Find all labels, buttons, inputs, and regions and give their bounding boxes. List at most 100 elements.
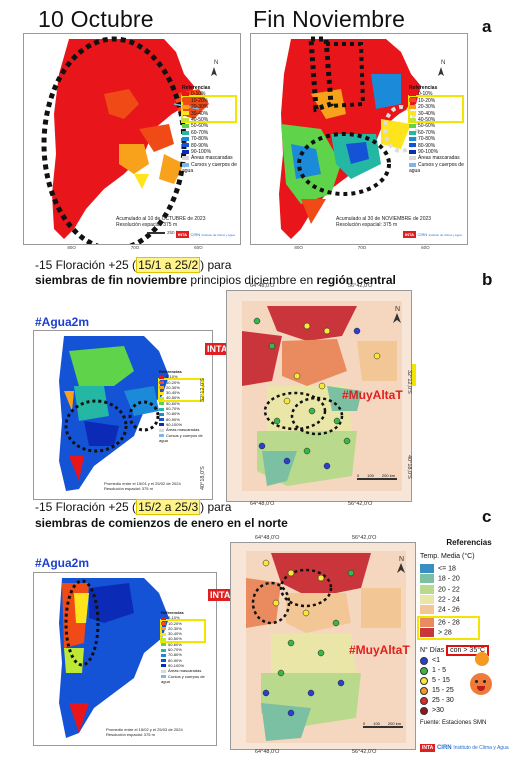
legend-item: 90-100% (409, 149, 465, 155)
axis-tick: 70O (130, 245, 140, 250)
temp-swatch (420, 617, 434, 627)
temp-legend-item: <= 18 (420, 564, 518, 574)
legend-label: 30-40% (166, 390, 180, 396)
legend-item: Cursos y cuerpos de agua (409, 162, 465, 175)
legend-swatch (161, 669, 166, 673)
legend-swatch (409, 143, 416, 148)
legend-swatch (182, 104, 189, 109)
legend-item: 30-40% (161, 631, 211, 636)
scale-label: 250 km (167, 230, 182, 235)
caption-line: Resolución espacial: 375 m (104, 486, 153, 491)
text-segment: -15 Floración +25 ( (35, 500, 137, 514)
legend-swatch (161, 637, 166, 641)
legend-swatch (182, 156, 189, 161)
legend-highlight-box-a-right (408, 95, 464, 123)
legend-item: 90-100% (159, 422, 209, 427)
legend-swatch (159, 418, 164, 422)
legend-label: 60-70% (166, 406, 180, 412)
dias-header: N° Días con > 35°C (420, 645, 518, 657)
coord-top-right-c: 56°42,0'O (352, 535, 377, 541)
legend-item: 50-60% (182, 123, 238, 129)
legend-item: 40-50% (161, 636, 211, 641)
legend-label: Cursos y cuerpos de agua (161, 673, 205, 684)
legend-swatch (182, 162, 189, 167)
legend-label: 20-30% (418, 104, 436, 111)
legend-a-left: Referencias 0-10% 10-20% 20-30% 30-40% 4… (182, 85, 238, 175)
legend-label: 50-60% (191, 123, 209, 130)
map-water-october: N Referencias 0-10% 10-20% 20-30% 30-40%… (23, 33, 241, 245)
legend-label: 0-10% (166, 374, 178, 380)
temp-label: <= 18 (438, 565, 456, 573)
legend-item: 80-90% (161, 658, 211, 663)
legend-item: 60-70% (159, 406, 209, 411)
legend-item: 80-90% (409, 143, 465, 149)
text-bold: región central (316, 273, 396, 287)
panel-letter-a: a (482, 17, 492, 36)
legend-item: 50-60% (159, 401, 209, 406)
axis-tick: 80O (67, 245, 76, 250)
temp-label: 20 - 22 (438, 586, 460, 594)
map-water-november-graphic: N (251, 34, 467, 244)
legend-swatch (159, 407, 164, 411)
legend-label: 30-40% (418, 110, 436, 117)
temp-swatch (420, 574, 434, 584)
hot-face-icon (470, 673, 492, 695)
legend-swatch (159, 412, 164, 416)
dias-label: 15 - 25 (432, 687, 454, 695)
coord-bottom-right-c: 56°42,0'O (352, 749, 377, 755)
legend-item: 20-30% (161, 626, 211, 631)
dias-dot (420, 676, 428, 685)
legend-label: 90-100% (191, 149, 212, 156)
legend-label: 10-20% (168, 620, 182, 626)
scale-tick: 200 km (387, 721, 402, 726)
legend-label: 20-30% (168, 625, 182, 631)
text-segment: principios diciembre en (187, 273, 317, 287)
legend-swatch (159, 402, 164, 406)
map-temperature-c: N #MuyAltaT 0 100 200 km (230, 542, 416, 750)
legend-item: Áreas mascaradas (161, 668, 211, 673)
legend-swatch (161, 648, 166, 652)
caption-a-right: Acumulado al 30 de NOVIEMBRE de 2023 Res… (336, 216, 431, 228)
legend-label: 0-10% (418, 91, 433, 98)
legend-swatch (159, 428, 164, 432)
dias-dot (420, 706, 428, 715)
legend-swatch (159, 396, 164, 400)
text-bold: siembras de fin noviembre (35, 273, 188, 287)
axis-tick: 60O (194, 245, 203, 250)
muy-alta-t-label-b: #MuyAltaT (342, 388, 403, 402)
legend-label: Cursos y cuerpos de agua (409, 161, 464, 175)
temp-label: 18 - 20 (438, 575, 460, 583)
text-bold: siembras de comienzos de enero en el nor… (35, 516, 288, 530)
legend-swatch (159, 391, 164, 395)
legend-label: 90-100% (166, 421, 183, 427)
legend-label: 10-20% (418, 97, 436, 104)
legend-swatch (159, 386, 164, 390)
panel-b-line2: siembras de fin noviembre principios dic… (35, 273, 396, 287)
axis-tick: 60O (421, 245, 430, 250)
legend-item: Áreas mascaradas (409, 155, 465, 161)
legend-swatch (161, 675, 166, 678)
legend-label: 20-30% (191, 104, 209, 111)
legend-swatch (182, 130, 189, 135)
cirn-subtitle: Instituto de Clima y Agua (453, 745, 509, 751)
legend-swatch (182, 111, 189, 116)
legend-label: Áreas mascaradas (168, 668, 202, 674)
scale-tick: 200 km (381, 473, 396, 478)
svg-text:N: N (395, 306, 400, 313)
cirn-subtitle: Instituto de Clima y Agua (428, 233, 462, 237)
agua2m-label-b: #Agua2m (35, 315, 90, 329)
legend-item: 30-40% (159, 390, 209, 395)
dias-item: 25 - 30 (420, 696, 518, 706)
svg-text:N: N (399, 556, 404, 563)
map-water-c: Referencias 0-10% 10-20% 20-30% 30-40% 4… (33, 572, 217, 746)
legend-item: Cursos y cuerpos de agua (161, 674, 211, 685)
legend-b: Referencias 0-10% 10-20% 20-30% 30-40% 4… (159, 369, 209, 443)
legend-label: 70-80% (168, 652, 182, 658)
coord-top-left-c: 64°48,0'O (255, 535, 280, 541)
dias-label: >30 (432, 707, 444, 715)
map-water-b: Referencias 0-10% 10-20% 20-30% 30-40% 4… (33, 330, 213, 500)
temp-swatch (420, 564, 434, 573)
dias-item: 15 - 25 (420, 686, 518, 696)
scale-bar-line (363, 726, 403, 728)
legend-item: Cursos y cuerpos de agua (182, 162, 238, 175)
